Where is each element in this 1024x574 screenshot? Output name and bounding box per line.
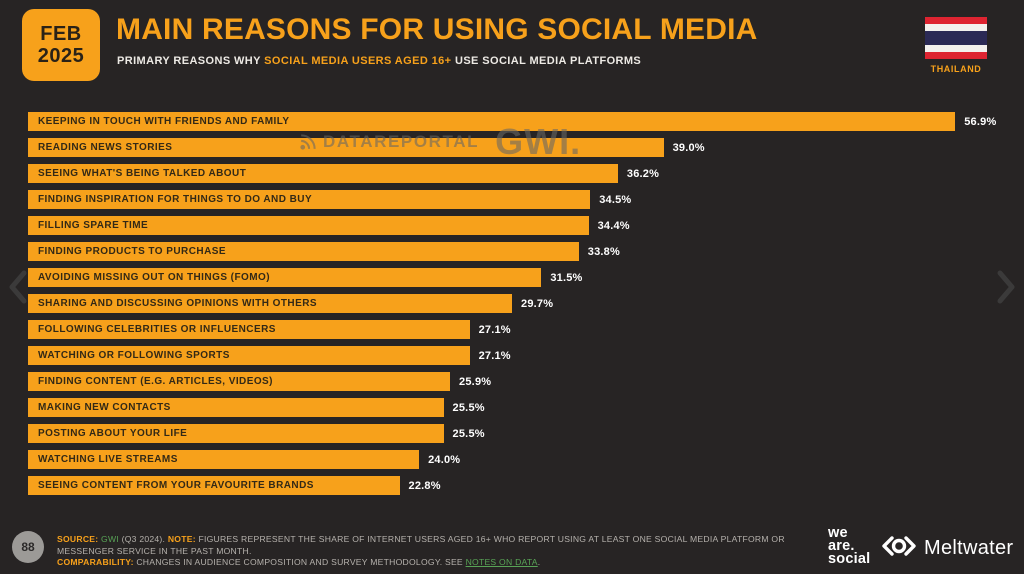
country-label: THAILAND [930, 64, 982, 74]
page-number-badge: 88 [12, 531, 44, 563]
bar-value-label: 34.5% [599, 193, 632, 206]
footnote: SOURCE: GWI (Q3 2024). NOTE: FIGURES REP… [57, 534, 802, 569]
bar-value-label: 31.5% [550, 271, 583, 284]
bar: SEEING WHAT'S BEING TALKED ABOUT [28, 164, 618, 183]
bar-value-label: 29.7% [521, 297, 554, 310]
comparability-text: CHANGES IN AUDIENCE COMPOSITION AND SURV… [133, 557, 466, 567]
bar-row: FINDING CONTENT (E.G. ARTICLES, VIDEOS) 2… [28, 372, 996, 391]
bar-value-label: 25.5% [452, 427, 485, 440]
bar: SEEING CONTENT FROM YOUR FAVOURITE BRAND… [28, 476, 400, 495]
bar: FINDING PRODUCTS TO PURCHASE [28, 242, 579, 261]
bar-value-label: 56.9% [964, 115, 997, 128]
footnote-line-2: COMPARABILITY: CHANGES IN AUDIENCE COMPO… [57, 557, 541, 567]
bar: AVOIDING MISSING OUT ON THINGS (FOMO) [28, 268, 542, 287]
bar-value-label: 33.8% [587, 245, 620, 258]
subtitle-prefix: PRIMARY REASONS WHY [117, 55, 265, 67]
bar-category-label: FILLING SPARE TIME [38, 220, 149, 231]
bar-row: SHARING AND DISCUSSING OPINIONS WITH OTH… [28, 294, 996, 313]
bar: WATCHING LIVE STREAMS [28, 450, 420, 469]
bar-category-label: FINDING PRODUCTS TO PURCHASE [38, 246, 226, 257]
bar-row: WATCHING LIVE STREAMS 24.0% [28, 450, 996, 469]
bar-value-label: 22.8% [408, 479, 441, 492]
date-badge: FEB 2025 [22, 9, 100, 81]
meltwater-logo-text: Meltwater [924, 537, 1014, 559]
bar: FOLLOWING CELEBRITIES OR INFLUENCERS [28, 320, 470, 339]
date-year: 2025 [37, 45, 85, 67]
bar-value-label: 25.5% [452, 401, 485, 414]
note-label: NOTE: [167, 534, 196, 544]
comparability-label: COMPARABILITY: [57, 557, 134, 567]
subtitle-suffix: USE SOCIAL MEDIA PLATFORMS [451, 55, 642, 67]
bar-row: AVOIDING MISSING OUT ON THINGS (FOMO) 31.… [28, 268, 996, 287]
bar-chart: KEEPING IN TOUCH WITH FRIENDS AND FAMILY… [28, 112, 996, 502]
page-subtitle: PRIMARY REASONS WHY SOCIAL MEDIA USERS A… [117, 55, 641, 67]
bar-value-label: 27.1% [478, 323, 511, 336]
thailand-flag [925, 17, 987, 59]
page-title: MAIN REASONS FOR USING SOCIAL MEDIA [116, 13, 758, 46]
flag-stripe-white [925, 45, 987, 52]
bar-category-label: POSTING ABOUT YOUR LIFE [38, 428, 188, 439]
bar-category-label: FINDING INSPIRATION FOR THINGS TO DO AND… [38, 194, 313, 205]
flag-stripe-blue [925, 31, 987, 45]
bar: FINDING CONTENT (E.G. ARTICLES, VIDEOS) [28, 372, 451, 391]
bar-category-label: FINDING CONTENT (E.G. ARTICLES, VIDEOS) [38, 376, 273, 387]
bar-value-label: 24.0% [428, 453, 461, 466]
bar-category-label: AVOIDING MISSING OUT ON THINGS (FOMO) [38, 272, 271, 283]
bar-row: READING NEWS STORIES 39.0% [28, 138, 996, 157]
subtitle-highlight: SOCIAL MEDIA USERS AGED 16+ [264, 55, 452, 67]
footnote-line-1: SOURCE: GWI (Q3 2024). NOTE: FIGURES REP… [57, 534, 785, 556]
bar-value-label: 36.2% [626, 167, 660, 180]
bar-category-label: WATCHING LIVE STREAMS [38, 454, 178, 465]
bar-category-label: MAKING NEW CONTACTS [38, 402, 171, 413]
bar: SHARING AND DISCUSSING OPINIONS WITH OTH… [28, 294, 512, 313]
bar-value-label: 34.4% [597, 219, 630, 232]
source-label: SOURCE: [57, 534, 99, 544]
bar-row: FINDING PRODUCTS TO PURCHASE 33.8% [28, 242, 996, 261]
next-slide-button[interactable] [995, 269, 1017, 305]
bar: READING NEWS STORIES [28, 138, 664, 157]
bar: FINDING INSPIRATION FOR THINGS TO DO AND… [28, 190, 591, 209]
flag-stripe-red [925, 17, 987, 24]
meltwater-logo-icon [881, 535, 917, 562]
chevron-right-icon [997, 270, 1015, 304]
bar-value-label: 39.0% [672, 141, 705, 154]
bar-value-label: 25.9% [459, 375, 492, 388]
bar-row: FINDING INSPIRATION FOR THINGS TO DO AND… [28, 190, 996, 209]
bar-category-label: READING NEWS STORIES [38, 142, 173, 153]
bar-category-label: FOLLOWING CELEBRITIES OR INFLUENCERS [38, 324, 276, 335]
bar-category-label: SEEING CONTENT FROM YOUR FAVOURITE BRAND… [38, 480, 314, 491]
bar-row: KEEPING IN TOUCH WITH FRIENDS AND FAMILY… [28, 112, 996, 131]
we-are-social-logo: we are. social [828, 525, 871, 567]
bar-value-label: 27.1% [478, 349, 511, 362]
bar-category-label: SEEING WHAT'S BEING TALKED ABOUT [38, 168, 247, 179]
bar-row: FOLLOWING CELEBRITIES OR INFLUENCERS 27.1… [28, 320, 996, 339]
flag-stripe-red [925, 52, 987, 59]
bar-row: WATCHING OR FOLLOWING SPORTS 27.1% [28, 346, 996, 365]
bar-category-label: WATCHING OR FOLLOWING SPORTS [38, 350, 230, 361]
flag-stripe-white [925, 24, 987, 31]
meltwater-logo: Meltwater [881, 535, 1013, 562]
date-month: FEB [40, 22, 82, 45]
bar: POSTING ABOUT YOUR LIFE [28, 424, 444, 443]
previous-slide-button[interactable] [7, 269, 29, 305]
bar-row: SEEING CONTENT FROM YOUR FAVOURITE BRAND… [28, 476, 996, 495]
page-number: 88 [21, 540, 35, 554]
bar-category-label: SHARING AND DISCUSSING OPINIONS WITH OTH… [38, 298, 317, 309]
bar-row: FILLING SPARE TIME 34.4% [28, 216, 996, 235]
notes-on-data-link[interactable]: NOTES ON DATA [465, 557, 538, 567]
bar: MAKING NEW CONTACTS [28, 398, 444, 417]
bar: WATCHING OR FOLLOWING SPORTS [28, 346, 470, 365]
bar: KEEPING IN TOUCH WITH FRIENDS AND FAMILY [28, 112, 956, 131]
bar-row: MAKING NEW CONTACTS 25.5% [28, 398, 996, 417]
note-text: FIGURES REPRESENT THE SHARE OF INTERNET … [57, 534, 785, 556]
bar-row: POSTING ABOUT YOUR LIFE 25.5% [28, 424, 996, 443]
bar: FILLING SPARE TIME [28, 216, 589, 235]
chevron-left-icon [9, 270, 27, 304]
source-value: GWI [98, 534, 119, 544]
bar-row: SEEING WHAT'S BEING TALKED ABOUT 36.2% [28, 164, 996, 183]
bar-category-label: KEEPING IN TOUCH WITH FRIENDS AND FAMILY [38, 116, 290, 127]
